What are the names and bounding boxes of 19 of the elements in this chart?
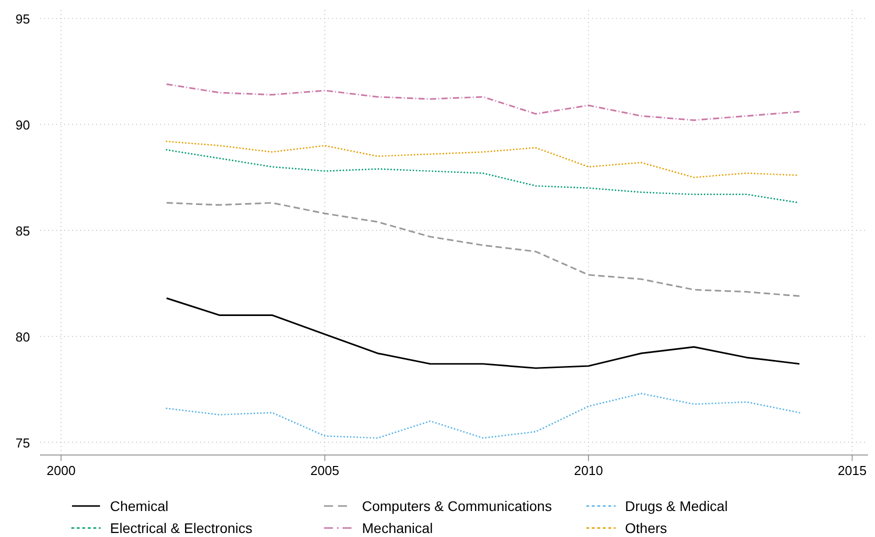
legend-label: Mechanical xyxy=(362,520,433,536)
line-series xyxy=(166,202,800,297)
y-tick-label: 80 xyxy=(16,329,30,344)
y-tick-label: 75 xyxy=(16,435,30,450)
y-tick-label: 90 xyxy=(16,117,30,132)
legend-label: Others xyxy=(625,520,668,536)
legend-label: Computers & Communications xyxy=(362,498,552,514)
legend-label: Chemical xyxy=(110,498,168,514)
x-tick-label: 2005 xyxy=(310,463,340,478)
legend-label: Electrical & Electronics xyxy=(110,520,252,536)
line-series xyxy=(166,392,800,439)
y-tick-label: 95 xyxy=(16,11,30,26)
line-series xyxy=(166,83,800,121)
x-tick-label: 2010 xyxy=(574,463,603,478)
y-tick-label: 85 xyxy=(16,223,30,238)
line-series xyxy=(166,297,800,369)
legend-label: Drugs & Medical xyxy=(625,498,728,514)
x-tick-label: 2015 xyxy=(838,463,867,478)
x-tick-label: 2000 xyxy=(46,463,76,478)
